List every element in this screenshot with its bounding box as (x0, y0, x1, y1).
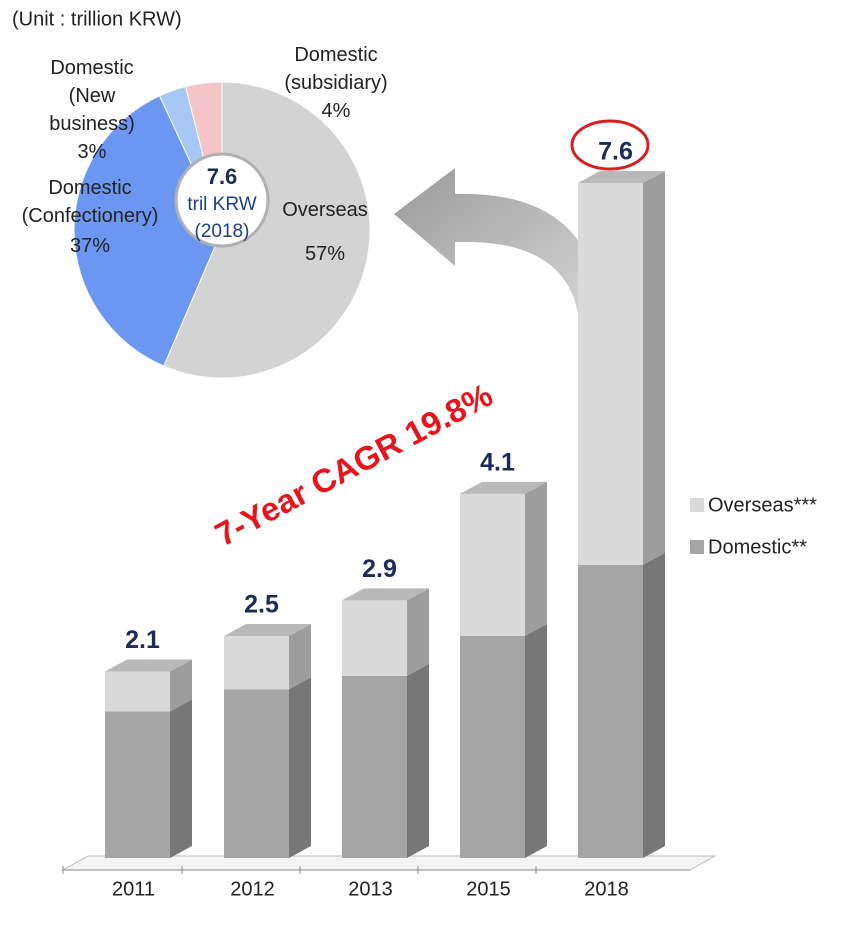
bar-side (407, 588, 429, 676)
x-tick-label: 2018 (584, 878, 629, 900)
bar-top (342, 588, 429, 601)
total-label: 2.9 (362, 555, 397, 583)
bar-segment (105, 711, 170, 858)
bar-side (643, 552, 665, 858)
legend-label: Overseas*** (708, 494, 817, 516)
pie-slice (73, 95, 223, 367)
bar-top (578, 171, 665, 183)
center-text: tril KRW (187, 194, 256, 215)
bar-segment (224, 635, 289, 690)
bar-segment (578, 564, 643, 858)
bar-segment (342, 600, 407, 676)
bar-segment (578, 183, 643, 565)
legend-swatch (690, 540, 704, 554)
total-label: 4.1 (480, 448, 515, 476)
bar-top (460, 481, 547, 494)
bar-side (525, 623, 547, 858)
highlight-ellipse (570, 119, 650, 171)
center-text: (2018) (195, 221, 250, 242)
pie-slice (163, 81, 371, 379)
bar-side (289, 677, 311, 858)
unit-note: (Unit : trillion KRW) (12, 8, 182, 30)
bar-side (170, 659, 192, 712)
bar-top (105, 659, 192, 672)
pie-label: Domestic (subsidiary) (284, 44, 388, 94)
bar-side (170, 699, 192, 858)
x-tick-label: 2012 (230, 878, 275, 900)
total-label: 7.6 (598, 138, 633, 166)
x-tick-label: 2013 (348, 878, 393, 900)
bar-segment (105, 671, 170, 712)
legend-label: Domestic** (708, 536, 807, 558)
pie-percent: 3% (77, 141, 107, 163)
bar-side (643, 171, 665, 565)
floor (61, 855, 717, 871)
center-value: 7.6 (207, 164, 238, 189)
bar-segment (460, 493, 525, 636)
pie-percent: 4% (321, 100, 351, 122)
total-label: 2.1 (125, 626, 160, 654)
pie-label: Domestic (Confectionery) (21, 177, 159, 227)
legend-swatch (690, 498, 704, 512)
bar-side (289, 623, 311, 690)
bar-top (224, 623, 311, 636)
pie-percent: 57% (304, 243, 346, 265)
x-tick-label: 2015 (466, 878, 511, 900)
bar-side (525, 481, 547, 636)
bar-segment (342, 675, 407, 858)
x-tick-label: 2011 (112, 878, 155, 900)
bar-segment (224, 689, 289, 858)
bar-side (407, 663, 429, 858)
pie-label: Overseas (282, 199, 368, 221)
arrow (394, 168, 602, 330)
cagr-annotation: 7-Year CAGR 19.8% (209, 376, 498, 553)
pie-percent: 37% (69, 235, 111, 257)
total-label: 2.5 (244, 591, 279, 619)
pie-center (174, 152, 270, 248)
bar-segment (460, 635, 525, 858)
pie-label: Domestic (New business) (49, 57, 135, 135)
